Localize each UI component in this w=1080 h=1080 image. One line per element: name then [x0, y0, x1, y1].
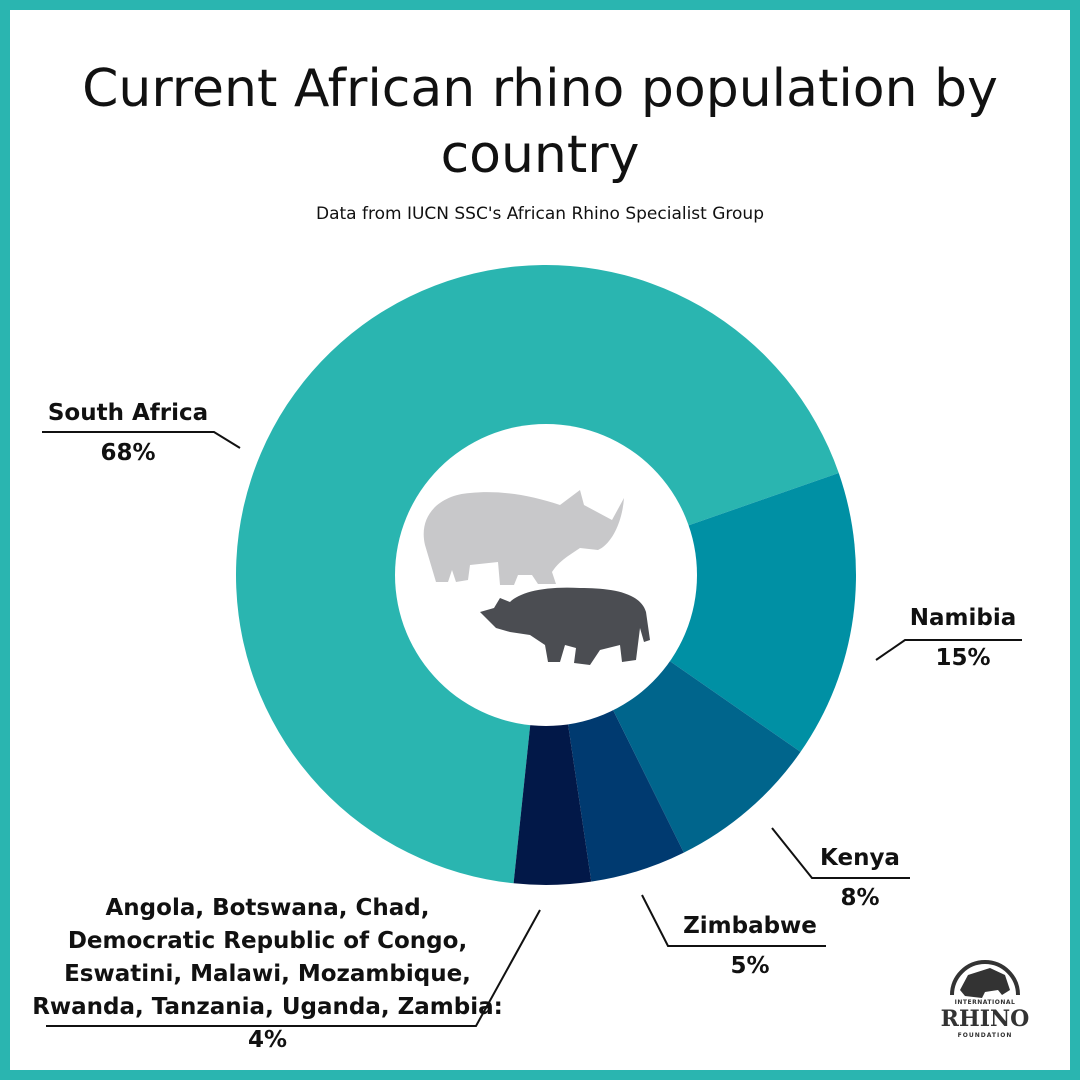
category-label: South Africa [47, 400, 209, 426]
logo-rhino [960, 968, 1010, 998]
leader-line [46, 909, 541, 1027]
category-label: Kenya [820, 845, 900, 871]
chart-title: Current African rhino population by coun… [82, 59, 998, 185]
leader-line [42, 431, 241, 449]
logo-name: RHINO [940, 1006, 1030, 1032]
logo-bottom: FOUNDATION [957, 1032, 1013, 1039]
donut-slice [546, 473, 856, 752]
value-label: 68% [100, 440, 156, 466]
chart-subtitle: Data from IUCN SSC's African Rhino Speci… [315, 204, 764, 224]
category-label: Zimbabwe [683, 913, 817, 939]
logo-top: INTERNATIONAL [954, 999, 1016, 1006]
value-label: 4% [247, 1027, 288, 1053]
black-rhino-icon [480, 587, 650, 665]
category-label: Namibia [909, 605, 1017, 631]
white-rhino-icon [423, 490, 624, 585]
leader-line [771, 827, 910, 879]
leader-line [641, 894, 826, 947]
leader-lines [42, 431, 1022, 1027]
leader-line [875, 639, 1022, 661]
category-label: Angola, Botswana, Chad, Democratic Repub… [32, 895, 503, 1020]
logo-arc [950, 960, 1020, 996]
donut-slice [513, 575, 592, 885]
value-label: 8% [840, 885, 880, 911]
value-label: 15% [935, 645, 991, 671]
value-label: 5% [730, 953, 770, 979]
